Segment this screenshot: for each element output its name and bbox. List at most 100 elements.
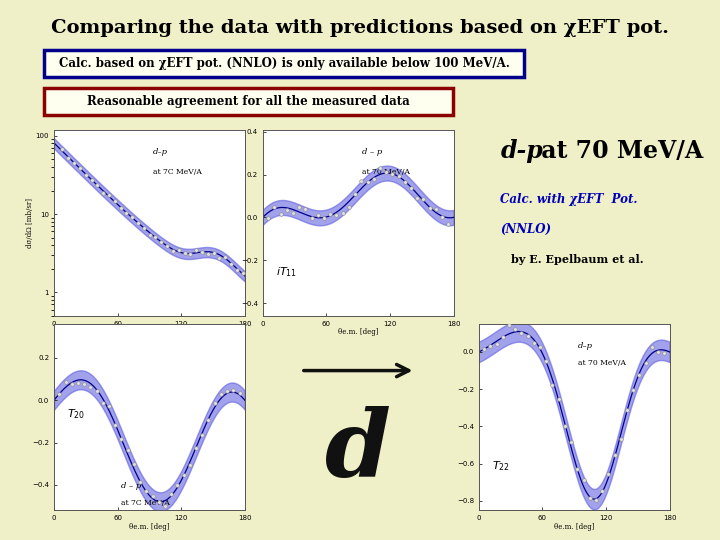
Point	[590, 496, 602, 504]
Point	[91, 181, 103, 190]
Point	[78, 380, 90, 388]
Point	[330, 211, 342, 219]
Point	[231, 265, 243, 274]
Point	[144, 231, 156, 239]
Text: d–p: d–p	[153, 148, 168, 156]
Point	[53, 390, 65, 399]
Point	[128, 460, 140, 468]
X-axis label: θe.m. [deg]: θe.m. [deg]	[554, 523, 595, 530]
Point	[121, 208, 132, 217]
Point	[109, 421, 121, 429]
Point	[184, 249, 196, 258]
Point	[85, 382, 96, 391]
Point	[528, 339, 539, 347]
Point	[393, 172, 405, 180]
X-axis label: θe.m. [deg]: θe.m. [deg]	[129, 523, 170, 530]
Text: Comparing the data with predictions based on χEFT pot.: Comparing the data with predictions base…	[51, 19, 669, 37]
Point	[491, 339, 503, 348]
Point	[559, 421, 571, 430]
Point	[621, 406, 633, 415]
Point	[262, 214, 274, 222]
Point	[197, 430, 208, 439]
Point	[122, 446, 133, 454]
Point	[368, 175, 379, 184]
Point	[86, 176, 97, 184]
Point	[522, 332, 534, 340]
Point	[405, 184, 417, 192]
Point	[159, 502, 171, 511]
Text: d – p: d – p	[121, 482, 141, 490]
Point	[74, 164, 86, 172]
Point	[380, 168, 392, 177]
Point	[147, 492, 158, 501]
Point	[63, 153, 74, 162]
Text: d – p: d – p	[362, 148, 382, 156]
Point	[91, 386, 102, 395]
Point	[424, 203, 436, 212]
Point	[220, 253, 231, 261]
Text: Reasonable agreement for all the measured data: Reasonable agreement for all the measure…	[87, 94, 410, 108]
Point	[197, 248, 208, 256]
Point	[97, 189, 109, 198]
FancyBboxPatch shape	[44, 88, 453, 114]
Point	[399, 177, 410, 186]
Text: Calc. with χEFT  Pot.: Calc. with χEFT Pot.	[500, 193, 638, 206]
Text: at 7C MeV/A: at 7C MeV/A	[153, 168, 202, 177]
Point	[228, 386, 239, 395]
Point	[103, 401, 114, 410]
Point	[534, 343, 546, 352]
Point	[294, 203, 305, 212]
Point	[584, 494, 595, 503]
Point	[306, 213, 318, 222]
Point	[161, 241, 173, 250]
Point	[178, 470, 189, 479]
Point	[411, 194, 423, 203]
Point	[349, 190, 361, 198]
Point	[135, 478, 146, 487]
Point	[150, 232, 161, 241]
Point	[497, 333, 508, 342]
Point	[325, 210, 336, 218]
X-axis label: θe.m. [deg]: θe.m. [deg]	[129, 328, 170, 336]
Point	[478, 345, 490, 354]
Point	[209, 399, 220, 408]
Point	[659, 349, 670, 357]
Point	[603, 469, 614, 478]
Text: d–p: d–p	[578, 342, 593, 350]
Point	[171, 480, 183, 489]
X-axis label: θe.m. [deg]: θe.m. [deg]	[338, 328, 379, 336]
Point	[387, 169, 398, 178]
Point	[510, 325, 521, 333]
Point	[596, 487, 608, 495]
Point	[97, 398, 109, 407]
Point	[503, 321, 515, 330]
Point	[541, 356, 552, 365]
Text: Calc. based on χEFT pot. (NNLO) is only available below 100 MeV/A.: Calc. based on χEFT pot. (NNLO) is only …	[59, 57, 510, 70]
Point	[577, 476, 589, 484]
Point	[287, 209, 299, 218]
Text: at 70 MeV/A: at 70 MeV/A	[533, 139, 703, 163]
Point	[565, 438, 577, 447]
Point	[516, 329, 527, 338]
Point	[572, 464, 583, 473]
Point	[374, 164, 386, 173]
Point	[627, 386, 639, 394]
Point	[300, 205, 311, 213]
Text: at 70 MeV/A: at 70 MeV/A	[362, 168, 410, 177]
Point	[361, 177, 373, 186]
Point	[337, 208, 348, 217]
Point	[116, 434, 127, 443]
Point	[646, 342, 657, 351]
Text: (NNLO): (NNLO)	[500, 223, 552, 236]
Y-axis label: dσ/dΩ [mb/sr]: dσ/dΩ [mb/sr]	[25, 198, 34, 248]
Point	[318, 214, 330, 222]
Point	[237, 268, 248, 277]
Point	[202, 249, 214, 258]
Point	[652, 347, 664, 356]
Point	[138, 224, 150, 233]
Point	[190, 246, 202, 254]
Point	[225, 259, 237, 268]
Point	[485, 341, 496, 350]
Point	[615, 435, 626, 443]
FancyBboxPatch shape	[45, 50, 524, 77]
